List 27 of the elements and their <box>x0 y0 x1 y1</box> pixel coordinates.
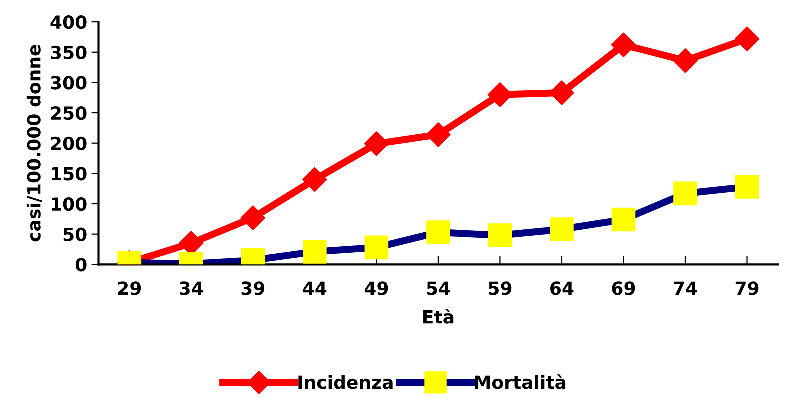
y-axis-title: casi/100.000 donne <box>26 45 42 242</box>
x-tick-label: 34 <box>180 282 204 296</box>
x-tick-label: 59 <box>489 282 512 296</box>
x-tick-label: 29 <box>118 282 142 296</box>
y-tick-label: 0 <box>76 258 87 272</box>
y-tick-label: 250 <box>51 106 87 120</box>
x-tick-label: 44 <box>303 282 327 296</box>
point <box>612 208 636 232</box>
y-tick-label: 150 <box>52 167 87 181</box>
x-tick-label: 54 <box>427 282 450 296</box>
y-tick-label: 300 <box>51 76 87 90</box>
y-tick-label: 100 <box>52 197 87 212</box>
x-tick-label: 79 <box>736 282 759 296</box>
point <box>364 236 389 260</box>
legend-label: Incidenza <box>298 375 393 390</box>
legend-label: Mortalità <box>475 374 566 390</box>
y-tick-label: 400 <box>50 16 87 30</box>
y-tick-label: 350 <box>51 46 87 60</box>
x-tick-label: 74 <box>674 282 698 296</box>
point <box>303 240 327 264</box>
x-tick-label: 49 <box>364 282 388 296</box>
y-tick-label: 200 <box>51 136 87 150</box>
x-tick-label: 64 <box>550 282 574 296</box>
y-tick-label: 50 <box>64 228 87 242</box>
x-tick-label: 39 <box>242 282 265 296</box>
x-tick-label: 69 <box>612 282 636 296</box>
x-axis-title: Età <box>424 309 454 324</box>
